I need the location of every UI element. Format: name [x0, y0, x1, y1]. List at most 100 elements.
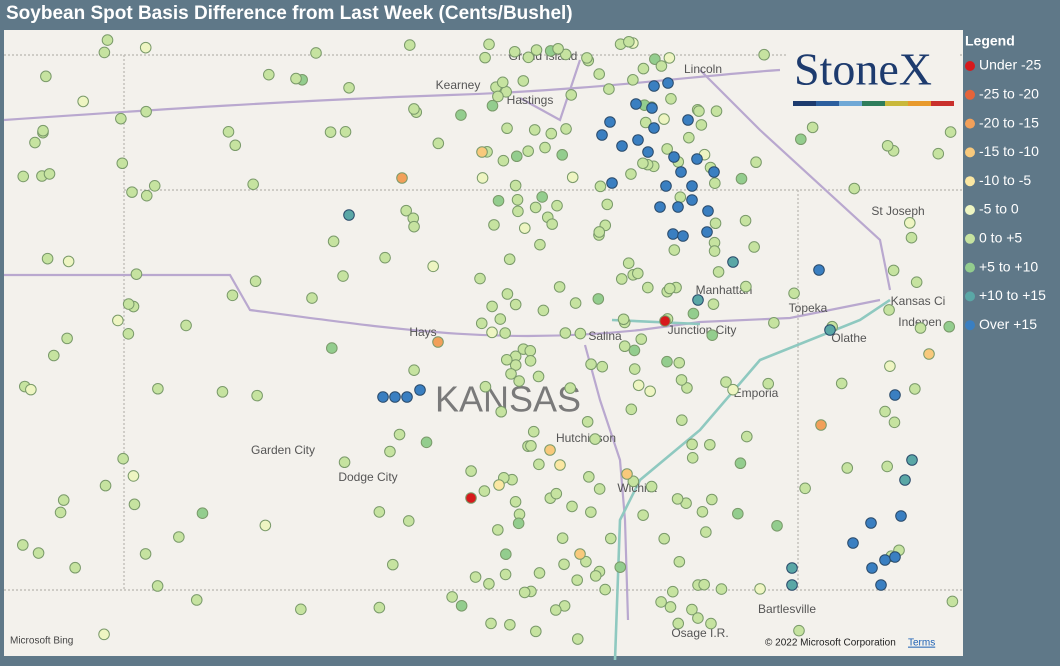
point[interactable] [601, 198, 614, 211]
point[interactable] [668, 151, 680, 163]
point[interactable] [337, 270, 349, 282]
point[interactable] [637, 509, 649, 521]
point[interactable] [343, 209, 355, 221]
point[interactable] [400, 204, 412, 217]
point[interactable] [190, 594, 203, 606]
point[interactable] [517, 75, 530, 87]
legend-label[interactable]: +10 to +15 [979, 287, 1046, 303]
point[interactable] [115, 112, 127, 125]
point[interactable] [504, 618, 516, 631]
point[interactable] [740, 430, 753, 443]
point[interactable] [529, 201, 542, 214]
point[interactable] [604, 532, 617, 545]
point[interactable] [644, 385, 656, 398]
map-area[interactable] [4, 30, 963, 656]
point[interactable] [614, 561, 627, 573]
point[interactable] [905, 231, 918, 244]
point[interactable] [492, 90, 504, 103]
point[interactable] [786, 579, 798, 591]
point[interactable] [618, 340, 631, 353]
point[interactable] [101, 34, 114, 46]
point[interactable] [377, 391, 389, 403]
point[interactable] [513, 375, 525, 387]
point[interactable] [698, 578, 710, 591]
point[interactable] [508, 45, 521, 58]
point[interactable] [251, 389, 263, 402]
point[interactable] [140, 189, 153, 202]
point[interactable] [571, 574, 583, 586]
point[interactable] [112, 314, 124, 327]
point[interactable] [139, 41, 152, 54]
legend-label[interactable]: -20 to -15 [979, 114, 1039, 130]
point[interactable] [627, 475, 640, 488]
point[interactable] [727, 256, 739, 268]
point[interactable] [899, 474, 911, 486]
point[interactable] [884, 360, 896, 372]
point[interactable] [875, 579, 887, 591]
point[interactable] [401, 391, 413, 403]
point[interactable] [122, 328, 135, 340]
point[interactable] [881, 139, 894, 152]
point[interactable] [702, 205, 714, 217]
point[interactable] [479, 380, 492, 393]
point[interactable] [566, 500, 578, 513]
point[interactable] [408, 220, 420, 233]
point[interactable] [806, 121, 819, 134]
point[interactable] [673, 555, 686, 568]
point[interactable] [512, 517, 525, 530]
point[interactable] [906, 454, 918, 466]
point[interactable] [393, 428, 406, 441]
point[interactable] [771, 519, 783, 532]
point[interactable] [704, 438, 716, 451]
point[interactable] [583, 471, 595, 483]
point[interactable] [98, 46, 111, 59]
point[interactable] [62, 255, 75, 268]
point[interactable] [499, 568, 512, 581]
point[interactable] [544, 444, 556, 456]
point[interactable] [632, 379, 645, 392]
point[interactable] [290, 72, 302, 85]
point[interactable] [494, 313, 507, 325]
point[interactable] [574, 327, 587, 340]
point[interactable] [735, 172, 748, 185]
point[interactable] [537, 304, 550, 317]
point[interactable] [628, 363, 641, 375]
point[interactable] [539, 141, 551, 154]
point[interactable] [883, 304, 895, 316]
point[interactable] [486, 300, 498, 313]
point[interactable] [151, 580, 164, 592]
point[interactable] [408, 364, 420, 376]
point[interactable] [887, 264, 900, 277]
point[interactable] [835, 377, 848, 390]
point[interactable] [648, 80, 660, 92]
point[interactable] [708, 245, 721, 257]
point[interactable] [686, 452, 699, 464]
point[interactable] [895, 510, 907, 522]
point[interactable] [909, 383, 921, 395]
point[interactable] [676, 414, 688, 426]
point[interactable] [509, 179, 522, 192]
point[interactable] [944, 126, 957, 138]
point[interactable] [173, 531, 185, 543]
point[interactable] [501, 122, 513, 135]
point[interactable] [414, 384, 426, 396]
point[interactable] [662, 77, 674, 89]
point[interactable] [530, 44, 543, 56]
point[interactable] [553, 281, 566, 293]
legend-label[interactable]: -5 to 0 [979, 201, 1019, 217]
point[interactable] [734, 457, 747, 470]
point[interactable] [485, 617, 497, 630]
point[interactable] [483, 38, 495, 51]
point[interactable] [518, 586, 531, 599]
point[interactable] [594, 180, 607, 193]
point[interactable] [552, 42, 564, 55]
point[interactable] [488, 219, 500, 231]
point[interactable] [527, 425, 540, 438]
point[interactable] [903, 217, 916, 229]
point[interactable] [373, 601, 386, 614]
point[interactable] [326, 342, 338, 354]
point[interactable] [196, 507, 209, 520]
point[interactable] [556, 149, 569, 161]
point[interactable] [748, 241, 760, 253]
point[interactable] [501, 288, 514, 300]
